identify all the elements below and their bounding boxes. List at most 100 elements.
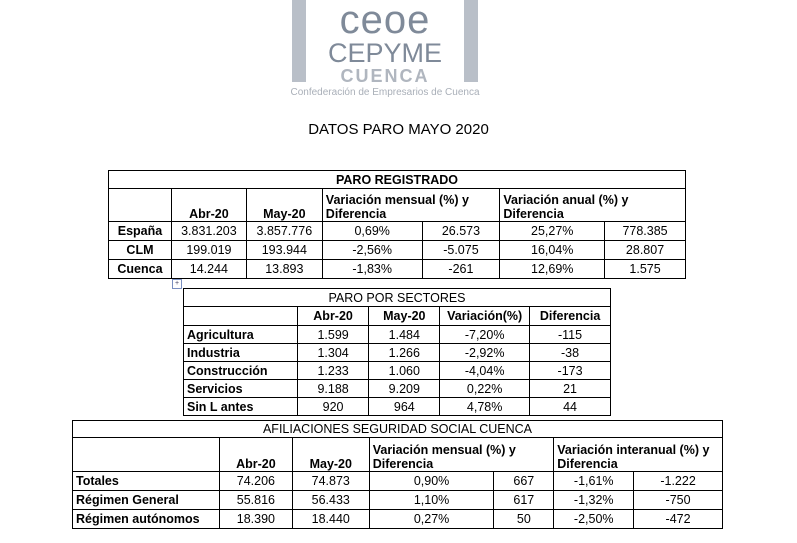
table-cell: -750: [633, 490, 723, 510]
table-row: Servicios 9.188 9.209 0,22% 21: [183, 379, 611, 398]
row-label: Servicios: [183, 379, 298, 398]
table-row: Régimen autónomos 18.390 18.440 0,27% 50 -2,5…: [72, 509, 723, 529]
logo-tagline: Confederación de Empresarios de Cuenca: [290, 87, 480, 98]
afiliaciones-table: AFILIACIONES SEGURIDAD SOCIAL CUENCA Abr…: [72, 420, 723, 529]
table-cell: -173: [529, 361, 611, 380]
table-cell: 26.573: [421, 221, 501, 241]
row-label: Cuenca: [108, 259, 172, 279]
row-label: Sin L antes: [183, 397, 298, 416]
table-cell: -472: [633, 509, 723, 529]
header-abr: Abr-20: [170, 188, 247, 222]
table-cell: 14.244: [170, 259, 247, 279]
table-cell: 193.944: [245, 240, 323, 260]
table-cell: 3.857.776: [245, 221, 323, 241]
table-cell: -4,04%: [439, 361, 531, 380]
table-row: Totales 74.206 74.873 0,90% 667 -1,61% -1.222: [72, 471, 723, 491]
table-cell: 964: [368, 397, 441, 416]
table-cell: 0,22%: [439, 379, 531, 398]
table-cell: 617: [493, 490, 555, 510]
table-cell: 9.209: [368, 379, 441, 398]
table-cell: 21: [529, 379, 611, 398]
table-move-handle-icon[interactable]: +: [172, 279, 182, 289]
table-cell: -1,83%: [321, 259, 423, 279]
table-cell: 778.385: [604, 221, 686, 241]
header-abr: Abr-20: [218, 437, 293, 472]
table-row: España 3.831.203 3.857.776 0,69% 26.573 25,27…: [108, 221, 686, 241]
logo-cepyme: CEPYME: [327, 38, 443, 68]
table-cell: 3.831.203: [170, 221, 247, 241]
row-label: Industria: [183, 343, 298, 362]
header-diferencia: Diferencia: [529, 306, 611, 326]
row-label: Régimen autónomos: [72, 509, 220, 529]
table-cell: -2,50%: [553, 509, 635, 529]
table-cell: 1.599: [296, 325, 370, 344]
table-cell: -5.075: [421, 240, 501, 260]
table-cell: 44: [529, 397, 611, 416]
table-cell: 1.266: [368, 343, 441, 362]
table-cell: 667: [493, 471, 555, 491]
logo-ceoe: ceoe: [339, 0, 431, 42]
table-cell: -2,92%: [439, 343, 531, 362]
table-cell: -115: [529, 325, 611, 344]
table-row: Cuenca 14.244 13.893 -1,83% -261 12,69% 1.575: [108, 259, 686, 279]
table-row: CLM 199.019 193.944 -2,56% -5.075 16,04% 28.80…: [108, 240, 686, 260]
table-title: PARO REGISTRADO: [108, 170, 686, 189]
table-cell: 920: [296, 397, 370, 416]
table-cell: -7,20%: [439, 325, 531, 344]
row-label: Construcción: [183, 361, 298, 380]
table-cell: 13.893: [245, 259, 323, 279]
table-row: Industria 1.304 1.266 -2,92% -38: [183, 343, 611, 362]
table-cell: 0,69%: [321, 221, 423, 241]
table-cell: 1.233: [296, 361, 370, 380]
table-cell: -2,56%: [321, 240, 423, 260]
ceoe-cepyme-logo: ceoe CEPYME CUENCA Confederación de Empr…: [290, 0, 480, 102]
paro-sectores-table: PARO POR SECTORES Abr-20 May-20 Variació…: [183, 288, 611, 416]
table-cell: 1.484: [368, 325, 441, 344]
row-label: Régimen General: [72, 490, 220, 510]
row-label: CLM: [108, 240, 172, 260]
table-cell: 74.873: [291, 471, 370, 491]
header-may: May-20: [245, 188, 323, 222]
table-cell: 1.575: [604, 259, 686, 279]
logo-cuenca: CUENCA: [340, 66, 430, 86]
table-cell: 1.304: [296, 343, 370, 362]
table-cell: 18.440: [291, 509, 370, 529]
table-cell: 56.433: [291, 490, 370, 510]
table-cell: 1,10%: [368, 490, 495, 510]
header-may: May-20: [291, 437, 370, 472]
row-label: España: [108, 221, 172, 241]
table-cell: 12,69%: [499, 259, 606, 279]
header-may: May-20: [368, 306, 441, 326]
table-cell: 16,04%: [499, 240, 606, 260]
table-cell: 0,27%: [368, 509, 495, 529]
table-cell: 199.019: [170, 240, 247, 260]
table-cell: 25,27%: [499, 221, 606, 241]
table-cell: 4,78%: [439, 397, 531, 416]
table-row: Agricultura 1.599 1.484 -7,20% -115: [183, 325, 611, 344]
table-cell: 28.807: [604, 240, 686, 260]
header-abr: Abr-20: [296, 306, 370, 326]
table-cell: 0,90%: [368, 471, 495, 491]
table-cell: 55.816: [218, 490, 293, 510]
table-cell: 9.188: [296, 379, 370, 398]
table-title: AFILIACIONES SEGURIDAD SOCIAL CUENCA: [72, 420, 723, 438]
logo-bracket-right: [464, 0, 478, 82]
header-var-mensual: Variación mensual (%) y Diferencia: [321, 188, 501, 222]
table-row: Construcción 1.233 1.060 -4,04% -173: [183, 361, 611, 380]
header-var-mensual: Variación mensual (%) y Diferencia: [368, 437, 555, 472]
table-title: PARO POR SECTORES: [183, 288, 611, 307]
table-row: Sin L antes 920 964 4,78% 44: [183, 397, 611, 416]
table-cell: 18.390: [218, 509, 293, 529]
header-var-anual: Variación anual (%) y Diferencia: [499, 188, 686, 222]
paro-registrado-table: PARO REGISTRADO Abr-20 May-20 Variación …: [108, 170, 686, 279]
document-title: DATOS PARO MAYO 2020: [308, 121, 489, 138]
table-cell: 50: [493, 509, 555, 529]
header-var-interanual: Variación interanual (%) y Diferencia: [553, 437, 723, 472]
table-cell: -1,32%: [553, 490, 635, 510]
table-cell: 74.206: [218, 471, 293, 491]
row-label: Agricultura: [183, 325, 298, 344]
table-cell: 1.060: [368, 361, 441, 380]
table-cell: -261: [421, 259, 501, 279]
table-cell: -1.222: [633, 471, 723, 491]
logo-bracket-left: [292, 0, 306, 82]
